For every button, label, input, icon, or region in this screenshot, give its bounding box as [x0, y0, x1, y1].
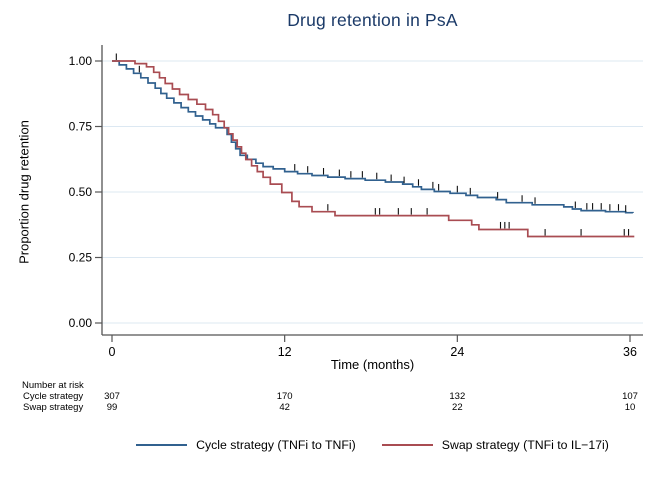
legend-line-swatch — [136, 444, 188, 446]
x-axis-title: Time (months) — [330, 357, 415, 372]
risk-value: 42 — [279, 402, 290, 413]
risk-value: 22 — [452, 402, 463, 413]
censor-ticks-1 — [327, 204, 630, 236]
risk-row-label: Cycle strategy — [23, 391, 84, 402]
y-axis-title: Proportion drug retention — [16, 120, 32, 264]
legend-label: Cycle strategy (TNFi to TNFi) — [196, 438, 356, 452]
risk-value: 107 — [622, 391, 638, 402]
risk-value: 170 — [276, 391, 293, 402]
series-line-1 — [112, 60, 635, 238]
x-tick-label: 36 — [623, 345, 637, 359]
risk-value: 10 — [624, 402, 636, 413]
legend: Cycle strategy (TNFi to TNFi) Swap strate… — [102, 436, 643, 454]
chart-title: Drug retention in PsA — [287, 10, 458, 30]
axes: 0.00 0.25 0.50 0.75 1.00 0 12 24 36 — [69, 45, 643, 359]
risk-table-header: Number at risk — [22, 380, 84, 391]
y-tick-label: 1.00 — [69, 54, 93, 68]
y-tick-label: 0.00 — [69, 316, 93, 330]
risk-row: Cycle strategy 307 170 132 107 — [0, 392, 660, 403]
risk-row: Swap strategy 99 42 22 10 — [0, 403, 660, 414]
legend-item: Swap strategy (TNFi to IL−17i) — [381, 438, 609, 452]
legend-label: Swap strategy (TNFi to IL−17i) — [441, 438, 609, 452]
series-line-0 — [112, 60, 634, 214]
x-tick-label: 12 — [278, 345, 292, 359]
y-tick-label: 0.50 — [69, 185, 93, 199]
y-tick-label: 0.75 — [69, 120, 93, 134]
risk-value: 307 — [104, 391, 120, 402]
gridlines — [102, 60, 643, 324]
x-tick-label: 24 — [450, 345, 464, 359]
legend-line-swatch — [381, 444, 433, 446]
y-tick-label: 0.25 — [69, 251, 93, 265]
x-tick-label: 0 — [109, 345, 116, 359]
risk-row-label: Swap strategy — [23, 402, 84, 413]
risk-value: 99 — [106, 402, 118, 413]
censor-ticks-0 — [115, 53, 627, 212]
legend-item: Cycle strategy (TNFi to TNFi) — [136, 438, 356, 452]
risk-value: 132 — [449, 391, 466, 402]
